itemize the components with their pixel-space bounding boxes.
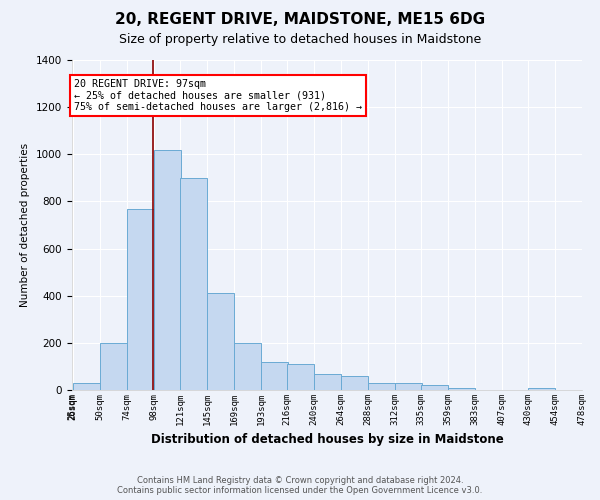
Bar <box>261 362 288 390</box>
Bar <box>73 383 100 390</box>
Bar <box>154 150 181 390</box>
Bar <box>287 364 314 390</box>
Text: Size of property relative to detached houses in Maidstone: Size of property relative to detached ho… <box>119 32 481 46</box>
Text: Contains HM Land Registry data © Crown copyright and database right 2024.
Contai: Contains HM Land Registry data © Crown c… <box>118 476 482 495</box>
Bar <box>448 388 475 390</box>
Bar <box>314 374 341 390</box>
Bar <box>234 343 261 390</box>
Bar <box>528 388 555 390</box>
Bar <box>341 376 368 390</box>
Bar <box>127 208 154 390</box>
Text: 20 REGENT DRIVE: 97sqm
← 25% of detached houses are smaller (931)
75% of semi-de: 20 REGENT DRIVE: 97sqm ← 25% of detached… <box>74 79 362 112</box>
Bar <box>100 343 127 390</box>
Bar <box>368 383 395 390</box>
X-axis label: Distribution of detached houses by size in Maidstone: Distribution of detached houses by size … <box>151 434 503 446</box>
Text: 20, REGENT DRIVE, MAIDSTONE, ME15 6DG: 20, REGENT DRIVE, MAIDSTONE, ME15 6DG <box>115 12 485 28</box>
Y-axis label: Number of detached properties: Number of detached properties <box>20 143 31 307</box>
Bar <box>421 386 448 390</box>
Bar <box>207 294 234 390</box>
Bar <box>180 178 207 390</box>
Bar <box>395 383 422 390</box>
